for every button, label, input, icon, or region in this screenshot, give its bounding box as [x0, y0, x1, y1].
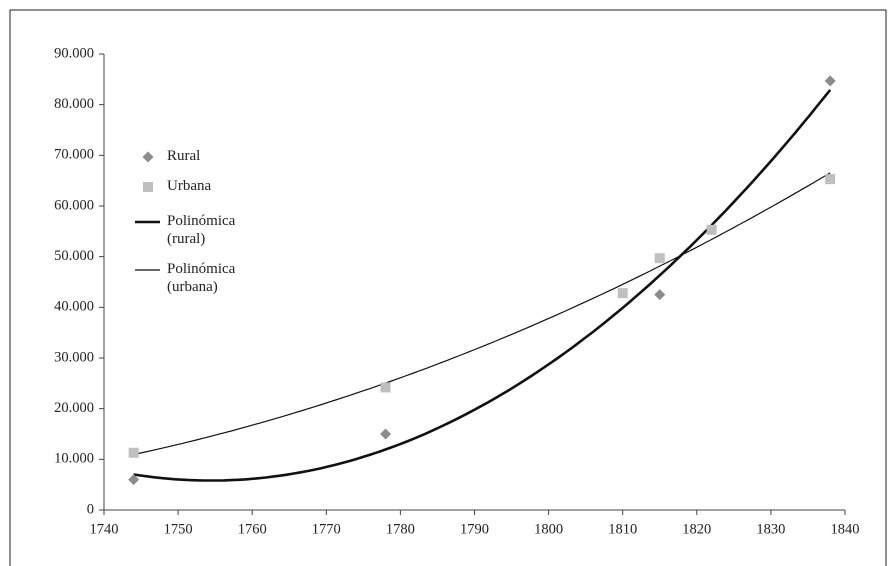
legend-label: Rural	[167, 148, 201, 164]
x-tick-label: 1820	[682, 521, 711, 537]
y-tick-label: 50.000	[54, 248, 94, 264]
point	[617, 288, 628, 299]
x-tick-label: 1760	[238, 521, 267, 537]
x-tick-label: 1740	[90, 521, 119, 537]
point	[654, 253, 665, 264]
legend-marker	[143, 182, 153, 192]
frame	[9, 9, 887, 566]
trendline	[133, 172, 831, 456]
legend-label: Polinómica (urbana)	[167, 261, 236, 295]
point	[128, 447, 139, 458]
x-tick-label: 1750	[164, 521, 193, 537]
x-tick-label: 1770	[312, 521, 341, 537]
point	[380, 382, 391, 393]
x-tick-label: 1830	[756, 521, 785, 537]
x-tick-label: 1810	[608, 521, 637, 537]
legend-label: Polinómica (rural)	[167, 213, 236, 247]
legend-label: Urbana	[167, 178, 212, 194]
point	[825, 174, 836, 185]
point	[706, 224, 717, 235]
y-tick-label: 90.000	[54, 45, 94, 61]
point	[128, 474, 140, 486]
y-tick-label: 40.000	[54, 299, 94, 315]
x-tick-label: 1800	[534, 521, 563, 537]
point	[654, 289, 666, 301]
point	[824, 75, 836, 87]
y-tick-label: 20.000	[54, 400, 94, 416]
y-tick-label: 60.000	[54, 197, 94, 213]
y-tick-label: 10.000	[54, 451, 94, 467]
trendline	[133, 89, 832, 482]
legend-marker	[142, 151, 154, 163]
x-tick-label: 1780	[386, 521, 415, 537]
y-tick-label: 30.000	[54, 349, 94, 365]
point	[380, 428, 392, 440]
x-tick-label: 1790	[460, 521, 489, 537]
y-tick-label: 70.000	[54, 147, 94, 163]
y-tick-label: 80.000	[54, 96, 94, 112]
y-tick-label: 0	[87, 501, 94, 517]
x-tick-label: 1840	[831, 521, 860, 537]
